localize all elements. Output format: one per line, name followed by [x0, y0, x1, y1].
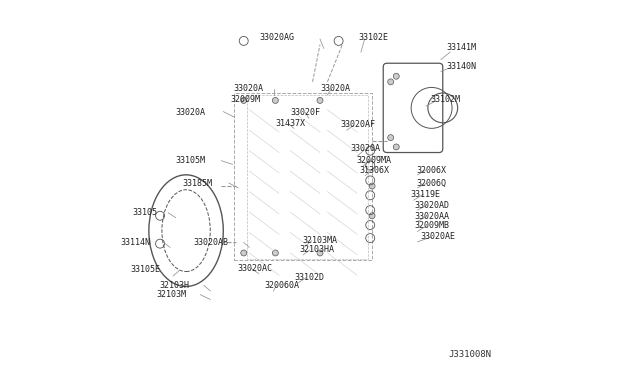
Text: 33020A: 33020A [351, 144, 381, 153]
Text: 33102E: 33102E [358, 33, 388, 42]
Text: 32006Q: 32006Q [416, 179, 446, 187]
Text: 32006X: 32006X [416, 166, 446, 174]
Text: 32009MA: 32009MA [356, 156, 392, 165]
Text: 32103H: 32103H [159, 281, 189, 290]
Text: 33105E: 33105E [131, 265, 161, 274]
Circle shape [388, 135, 394, 141]
Circle shape [369, 213, 375, 219]
Bar [234, 93, 372, 260]
Text: 33119E: 33119E [410, 190, 440, 199]
Circle shape [317, 97, 323, 103]
Text: J331008N: J331008N [448, 350, 491, 359]
Text: 33102D: 33102D [294, 273, 324, 282]
Circle shape [394, 144, 399, 150]
Text: 33020AD: 33020AD [415, 201, 450, 210]
Text: 33020A: 33020A [175, 108, 205, 117]
Text: 33020AE: 33020AE [420, 232, 456, 241]
Circle shape [369, 183, 375, 189]
Text: 32009MB: 32009MB [415, 221, 450, 230]
Text: 33020A: 33020A [234, 84, 264, 93]
Text: 320060A: 320060A [264, 281, 300, 290]
Text: 33020AB: 33020AB [194, 238, 229, 247]
Text: 33102M: 33102M [431, 95, 461, 104]
Circle shape [273, 250, 278, 256]
Text: 33105: 33105 [132, 208, 157, 217]
Text: 33020AA: 33020AA [415, 212, 450, 221]
Text: 32103MA: 32103MA [302, 236, 337, 245]
Circle shape [241, 250, 246, 256]
Circle shape [273, 97, 278, 103]
Text: 32009M: 32009M [230, 95, 260, 104]
Circle shape [388, 79, 394, 85]
Text: 31437X: 31437X [275, 119, 305, 128]
Circle shape [317, 250, 323, 256]
Text: 33020F: 33020F [291, 108, 320, 117]
Text: 33141M: 33141M [447, 43, 476, 52]
Text: 32103HA: 32103HA [300, 246, 335, 254]
Circle shape [394, 73, 399, 79]
Text: 33185M: 33185M [183, 179, 213, 187]
Text: 31306X: 31306X [359, 166, 389, 174]
Text: 33140N: 33140N [447, 62, 476, 71]
Text: 33020AG: 33020AG [260, 33, 294, 42]
Text: 32103M: 32103M [156, 290, 186, 299]
Text: 33114N: 33114N [121, 238, 151, 247]
Text: 33020A: 33020A [320, 84, 350, 93]
Circle shape [241, 97, 246, 103]
Text: 33020AF: 33020AF [340, 120, 376, 129]
Text: 33105M: 33105M [175, 156, 205, 165]
Text: 33020AC: 33020AC [237, 264, 273, 273]
